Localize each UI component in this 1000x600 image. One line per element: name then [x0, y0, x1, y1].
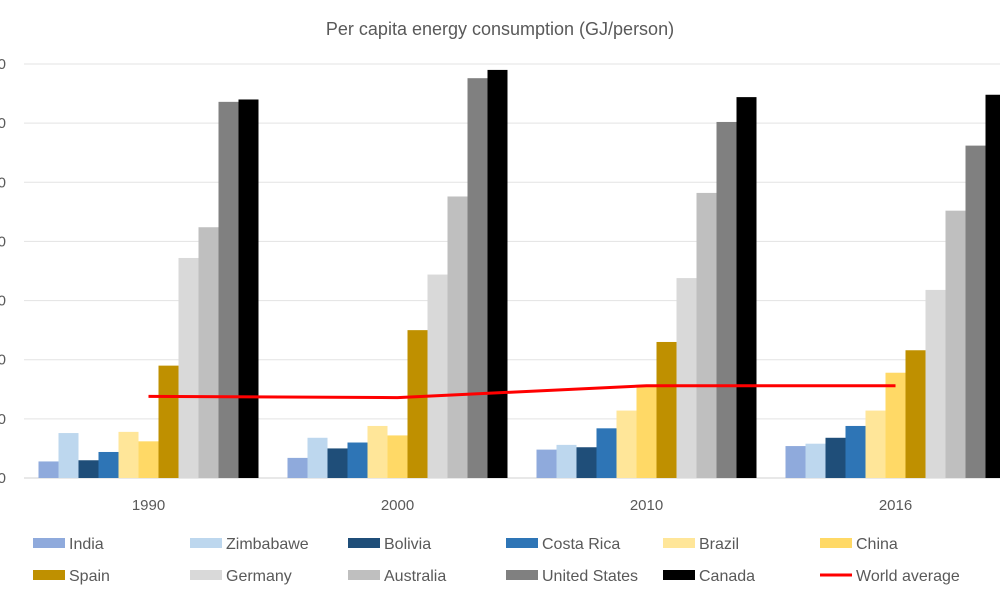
bar-germany-2016	[925, 289, 946, 478]
legend-label: Zimbabawe	[226, 536, 309, 553]
legend-swatch	[348, 538, 380, 548]
bar-india-2016	[785, 446, 806, 478]
legend-item: Spain	[33, 568, 110, 585]
legend-swatch	[190, 538, 222, 548]
bar-canada-2010	[736, 97, 757, 479]
y-tick-label: 100	[0, 352, 6, 369]
y-tick-label: 150	[0, 293, 6, 310]
bar-australia-2016	[945, 210, 966, 478]
legend-item: Bolivia	[348, 536, 431, 553]
legend-item: Germany	[190, 568, 292, 585]
y-tick-label: 200	[0, 233, 6, 250]
x-tick-label: 2010	[630, 497, 663, 514]
bar-canada-1990	[238, 99, 259, 478]
legend-label: Costa Rica	[542, 536, 620, 553]
legend-swatch	[663, 538, 695, 548]
x-axis-ticks: 1990 2000 2010 2016	[132, 497, 912, 514]
legend-item: World average	[820, 568, 960, 585]
y-tick-label: 0	[0, 470, 6, 487]
world-average-line-path	[148, 384, 896, 400]
bar-australia-2000	[447, 196, 468, 479]
x-tick-label: 2016	[879, 497, 912, 514]
legend-swatch	[348, 570, 380, 580]
bar-costa-rica-2000	[347, 442, 368, 478]
bar-india-2000	[287, 457, 308, 478]
x-tick-label: 2000	[381, 497, 414, 514]
y-tick-label: 250	[0, 174, 6, 191]
bar-china-1990	[138, 441, 159, 478]
bar-spain-1990	[158, 365, 179, 478]
legend-swatch	[33, 570, 65, 580]
legend-item: Canada	[663, 568, 755, 585]
bar-united-states-2010	[716, 121, 737, 479]
bar-zimbabawe-1990	[58, 433, 79, 478]
bar-zimbabawe-2010	[556, 444, 577, 478]
legend-item: Zimbabawe	[190, 536, 309, 553]
bar-costa-rica-2010	[596, 428, 617, 478]
chart-title: Per capita energy consumption (GJ/person…	[326, 19, 674, 39]
bar-australia-1990	[198, 227, 219, 478]
bar-brazil-1990	[118, 431, 139, 478]
legend-label: Bolivia	[384, 536, 431, 553]
bar-germany-1990	[178, 257, 199, 478]
bar-china-2000	[387, 435, 408, 478]
legend-label: Australia	[384, 568, 446, 585]
bar-costa-rica-2016	[845, 425, 866, 478]
world-average-line	[148, 384, 896, 400]
legend-swatch	[663, 570, 695, 580]
bar-canada-2000	[487, 69, 508, 479]
bar-zimbabawe-2016	[805, 443, 826, 478]
bar-germany-2010	[676, 278, 697, 478]
y-tick-label: 350	[0, 56, 6, 73]
legend-label: Germany	[226, 568, 292, 585]
bar-spain-2010	[656, 341, 677, 478]
bar-bolivia-1990	[78, 460, 99, 478]
bar-spain-2016	[905, 350, 926, 478]
bars	[38, 69, 1000, 479]
legend-label: World average	[856, 568, 960, 585]
legend: India Zimbabawe Bolivia Costa Rica Brazil Chi…	[33, 536, 960, 585]
legend-item: Costa Rica	[506, 536, 620, 553]
bar-india-1990	[38, 461, 59, 478]
bar-zimbabawe-2000	[307, 437, 328, 478]
legend-label: United States	[542, 568, 638, 585]
bar-united-states-2016	[965, 145, 986, 479]
y-axis-ticks: 0 50 100 150 200 250 300 350	[0, 56, 6, 487]
legend-swatch	[33, 538, 65, 548]
bar-germany-2000	[427, 274, 448, 478]
legend-label: Canada	[699, 568, 755, 585]
bar-india-2010	[536, 449, 557, 478]
bar-bolivia-2010	[576, 447, 597, 478]
bar-united-states-1990	[218, 101, 239, 478]
legend-item: Brazil	[663, 536, 739, 553]
legend-item: Australia	[348, 568, 446, 585]
legend-label: India	[69, 536, 104, 553]
bar-china-2010	[636, 386, 657, 478]
legend-swatch	[506, 538, 538, 548]
bar-australia-2010	[696, 192, 717, 478]
bar-bolivia-2016	[825, 437, 846, 478]
bar-brazil-2010	[616, 410, 637, 478]
legend-item: China	[820, 536, 898, 553]
y-tick-label: 300	[0, 115, 6, 132]
bar-spain-2000	[407, 330, 428, 478]
legend-swatch	[506, 570, 538, 580]
bar-bolivia-2000	[327, 448, 348, 478]
x-tick-label: 1990	[132, 497, 165, 514]
y-tick-label: 50	[0, 411, 6, 428]
bar-united-states-2000	[467, 78, 488, 479]
legend-label: Brazil	[699, 536, 739, 553]
legend-swatch	[820, 538, 852, 548]
legend-label: Spain	[69, 568, 110, 585]
bar-china-2016	[885, 372, 906, 478]
bar-canada-2016	[985, 94, 1000, 479]
bar-brazil-2000	[367, 425, 388, 478]
bar-brazil-2016	[865, 410, 886, 478]
legend-label: China	[856, 536, 898, 553]
legend-item: India	[33, 536, 104, 553]
bar-costa-rica-1990	[98, 451, 119, 478]
legend-item: United States	[506, 568, 638, 585]
legend-swatch	[190, 570, 222, 580]
